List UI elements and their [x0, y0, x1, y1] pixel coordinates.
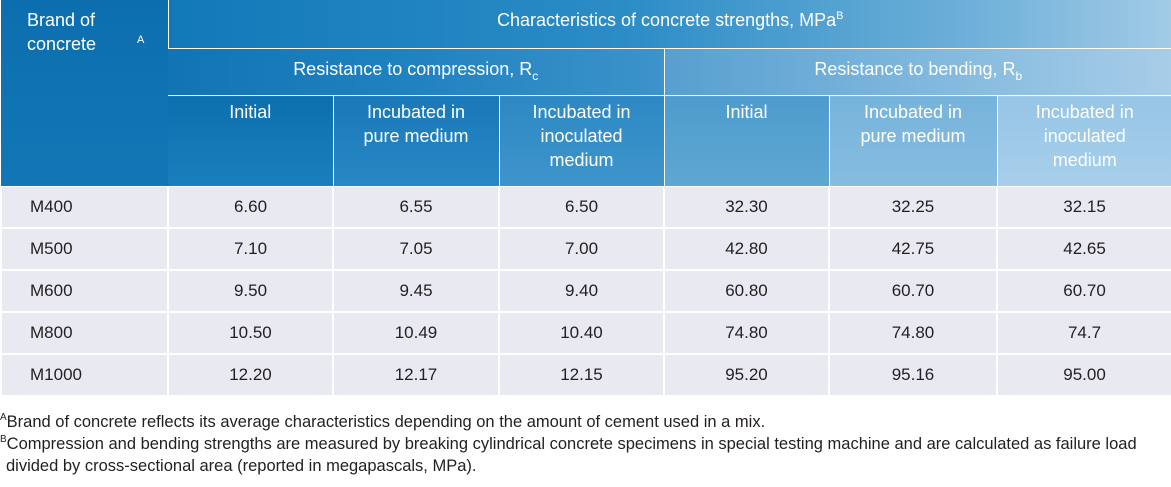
value-cell: 7.05 [332, 227, 500, 271]
brand-cell: M600 [0, 269, 169, 313]
value-cell: 95.20 [663, 353, 830, 397]
bending-header: Resistance to bending, Rb [663, 48, 1171, 96]
table-row: M800 10.50 10.49 10.40 74.80 74.80 74.7 [0, 311, 1171, 355]
value-cell: 10.50 [167, 311, 334, 355]
brand-header-text: Brand of concrete [27, 10, 97, 54]
concrete-strength-table: Brand of concrete A Characteristics of co… [0, 0, 1171, 397]
col-header-compression-inoculated: Incubated in inoculated medium [498, 95, 664, 187]
value-cell: 42.65 [995, 227, 1171, 271]
brand-cell: M800 [0, 311, 169, 355]
value-cell: 7.10 [167, 227, 334, 271]
col-header-compression-initial: Initial [168, 95, 333, 187]
footnote-b-text-line2: divided by cross-sectional area (reporte… [6, 457, 477, 475]
table-row: M1000 12.20 12.17 12.15 95.20 95.16 95.0… [0, 353, 1171, 397]
value-cell: 95.16 [828, 353, 998, 397]
value-cell: 6.50 [498, 186, 665, 229]
col-header-bending-initial: Initial [663, 95, 829, 187]
brand-cell: M500 [0, 227, 169, 271]
compression-header-text: Resistance to compression, R [293, 59, 533, 79]
table-row: M600 9.50 9.45 9.40 60.80 60.70 60.70 [0, 269, 1171, 313]
value-cell: 6.60 [167, 186, 334, 229]
footnote-b-text-line1: Compression and bending strengths are me… [6, 435, 1137, 453]
footnote-a-marker: A [137, 34, 145, 46]
table-row: M500 7.10 7.05 7.00 42.80 42.75 42.65 [0, 227, 1171, 271]
value-cell: 32.25 [828, 186, 998, 229]
characteristics-header: Characteristics of concrete strengths, M… [167, 0, 1171, 49]
footnote-a-label: A [0, 412, 7, 423]
col-header-compression-pure: Incubated in pure medium [332, 95, 499, 187]
col-header-bending-pure: Incubated in pure medium [828, 95, 997, 187]
value-cell: 10.40 [498, 311, 665, 355]
value-cell: 74.80 [828, 311, 998, 355]
footnotes: ABrand of concrete reflects its average … [0, 411, 1171, 477]
value-cell: 12.20 [167, 353, 334, 397]
value-cell: 32.15 [995, 186, 1171, 229]
brand-column-header: Brand of concrete A [1, 0, 168, 187]
value-cell: 9.40 [498, 269, 665, 313]
value-cell: 95.00 [995, 353, 1171, 397]
brand-cell: M400 [0, 186, 169, 229]
table-row: M400 6.60 6.55 6.50 32.30 32.25 32.15 [0, 186, 1171, 229]
bending-subscript: b [1015, 69, 1023, 83]
footnote-b-label: B [0, 434, 7, 445]
value-cell: 32.30 [663, 186, 830, 229]
brand-cell: M1000 [0, 353, 169, 397]
compression-header: Resistance to compression, Rc [168, 48, 664, 96]
value-cell: 60.70 [828, 269, 998, 313]
value-cell: 74.7 [995, 311, 1171, 355]
compression-subscript: c [532, 69, 539, 83]
footnote-b: BCompression and bending strengths are m… [0, 433, 1171, 455]
value-cell: 42.80 [663, 227, 830, 271]
footnote-b-marker: B [836, 10, 844, 22]
footnote-a-text: Brand of concrete reflects its average c… [6, 413, 766, 431]
footnote-a: ABrand of concrete reflects its average … [0, 411, 1171, 433]
value-cell: 42.75 [828, 227, 998, 271]
characteristics-header-text: Characteristics of concrete strengths, M… [497, 10, 837, 30]
value-cell: 12.17 [332, 353, 500, 397]
value-cell: 12.15 [498, 353, 665, 397]
value-cell: 60.80 [663, 269, 830, 313]
value-cell: 6.55 [332, 186, 500, 229]
bending-header-text: Resistance to bending, R [814, 59, 1016, 79]
col-header-bending-inoculated: Incubated in inoculated medium [996, 95, 1171, 187]
value-cell: 7.00 [498, 227, 665, 271]
value-cell: 9.50 [167, 269, 334, 313]
footnote-b-continuation: divided by cross-sectional area (reporte… [0, 455, 1171, 477]
value-cell: 74.80 [663, 311, 830, 355]
value-cell: 60.70 [995, 269, 1171, 313]
value-cell: 10.49 [332, 311, 500, 355]
value-cell: 9.45 [332, 269, 500, 313]
